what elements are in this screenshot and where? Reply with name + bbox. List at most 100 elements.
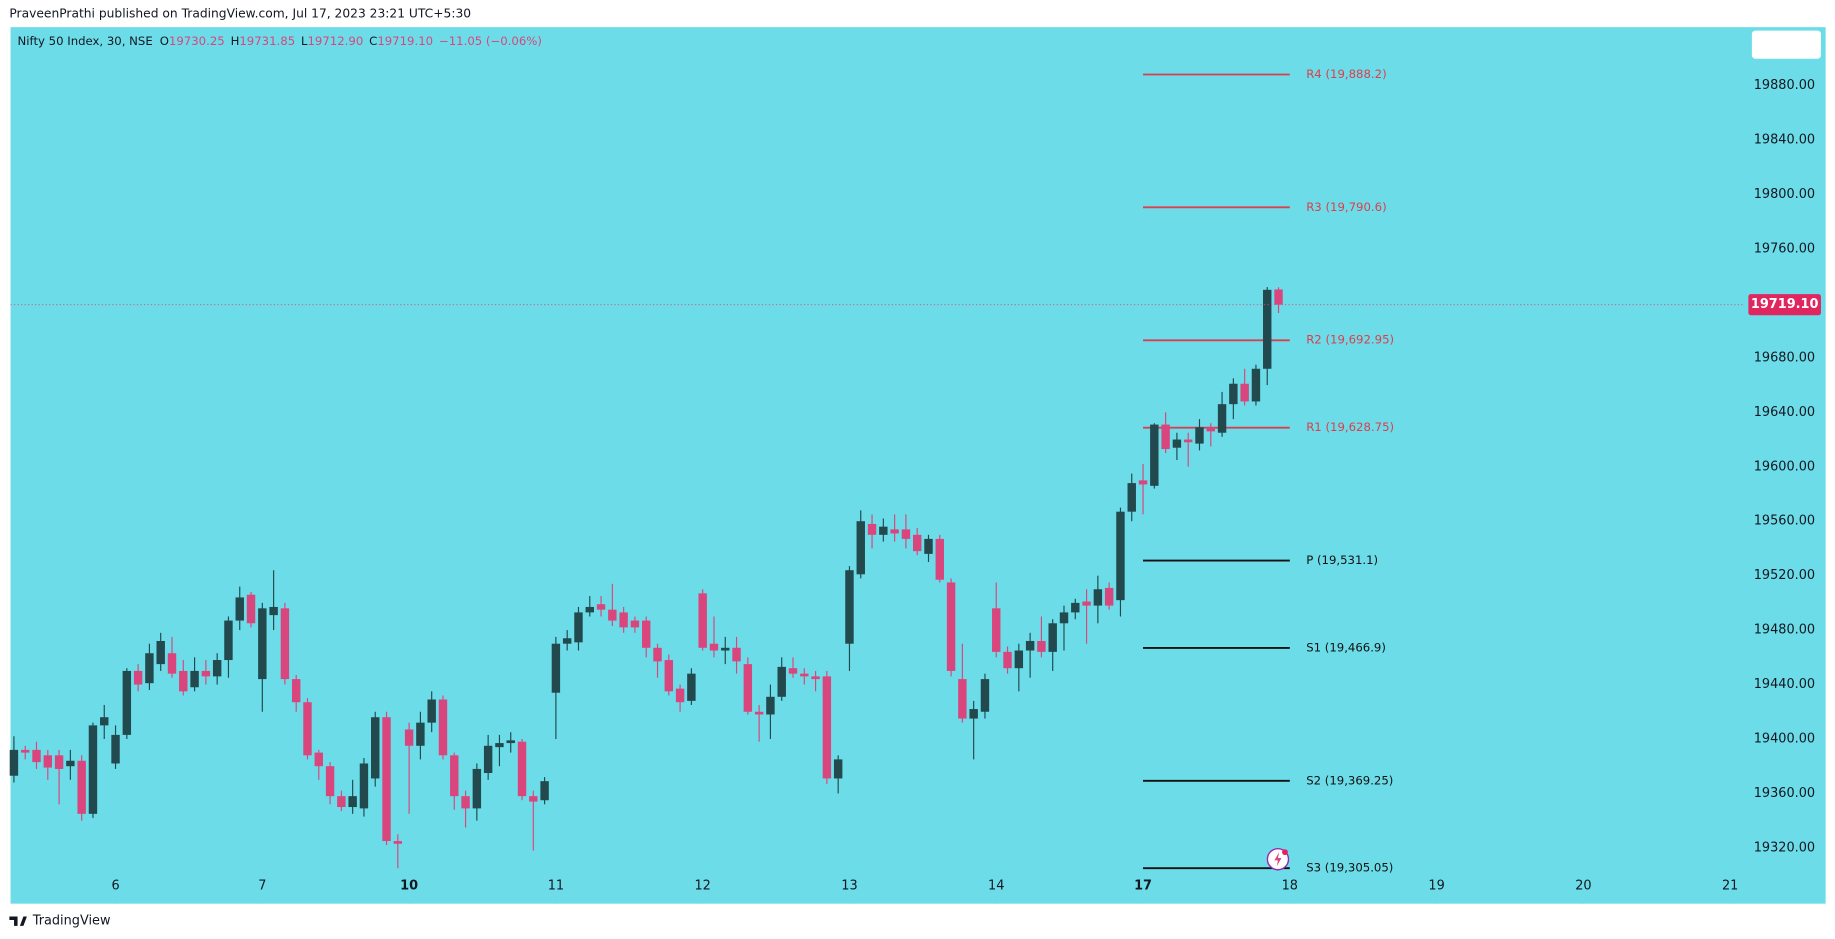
x-tick-label: 11 [548, 879, 564, 894]
candle-body [890, 529, 899, 534]
candle-body [393, 841, 403, 844]
y-tick-label: 19560.00 [1754, 514, 1815, 529]
candle-body [483, 745, 493, 774]
legend-key: L [301, 34, 308, 48]
pivot-label: R4 (19,888.2) [1306, 67, 1386, 81]
candle-body [100, 717, 109, 726]
candle-body [958, 679, 967, 719]
pivot-label: P (19,531.1) [1306, 553, 1378, 567]
candle-body [224, 620, 233, 661]
candle-body [246, 594, 256, 624]
legend: Nifty 50 Index, 30, NSE O19730.25 H19731.8… [18, 34, 542, 48]
x-tick-label: 19 [1428, 879, 1444, 894]
candle-body [630, 620, 640, 628]
candle-body [77, 760, 86, 814]
y-tick-label: 19360.00 [1754, 786, 1815, 801]
candle-body [946, 582, 956, 671]
y-tick-label: 19520.00 [1754, 568, 1815, 583]
candle-body [743, 664, 753, 712]
candle-body [1274, 289, 1283, 305]
candle-body [969, 709, 978, 719]
candle-body [404, 729, 414, 746]
y-tick-label: 19480.00 [1754, 623, 1815, 638]
candle-body [1104, 587, 1114, 606]
candle-body [1251, 368, 1261, 402]
candle-body [675, 688, 685, 703]
x-tick-label: 14 [988, 879, 1004, 894]
overlay-box [1751, 30, 1821, 59]
pivot-label: R3 (19,790.6) [1306, 200, 1386, 214]
candle-body [54, 755, 64, 769]
candle-body [1206, 427, 1215, 432]
candle-body [1183, 439, 1193, 443]
candle-body [122, 670, 132, 735]
x-tick-label: 21 [1722, 879, 1738, 894]
x-tick-label: 12 [694, 879, 710, 894]
last-price-box [1748, 294, 1821, 316]
candle-body [427, 699, 436, 723]
legend-value: 19712.90 [308, 34, 364, 48]
candle-body [1014, 650, 1024, 669]
candle-body [201, 670, 211, 677]
candle-body [721, 647, 730, 651]
candle-body [924, 538, 933, 554]
x-tick-label: 6 [111, 879, 119, 894]
candle-body [811, 676, 820, 680]
x-tick-label: 10 [400, 879, 418, 894]
candle-body [314, 752, 323, 767]
candle-body [1127, 483, 1136, 512]
event-icon-bolt [1274, 852, 1282, 867]
x-tick-label: 7 [258, 879, 266, 894]
y-tick-label: 19320.00 [1754, 840, 1815, 855]
legend-row: Nifty 50 Index, 30, NSE O19730.25 H19731.8… [18, 34, 542, 48]
candle-body [800, 673, 809, 677]
candle-body [551, 643, 561, 693]
candle-body [348, 796, 357, 808]
candle-body [1093, 589, 1103, 606]
candle-body [32, 749, 41, 763]
candle-body [416, 722, 425, 746]
candle-body [212, 660, 222, 677]
candle-body [619, 612, 628, 628]
candle-body [912, 534, 922, 552]
legend-change: −11.05 (−0.06%) [439, 34, 542, 48]
candle-body [540, 781, 549, 801]
candle-body [1229, 383, 1238, 405]
candle-body [585, 606, 594, 613]
candle-body [1138, 480, 1148, 485]
candle-body [777, 666, 786, 697]
candle-body [1195, 427, 1204, 444]
candle-body [450, 755, 459, 797]
candle-body [1150, 424, 1159, 486]
footer-logo: TradingView [9, 914, 110, 929]
candle-body [766, 696, 775, 715]
x-tick-label: 17 [1134, 879, 1152, 894]
legend-title: Nifty 50 Index, 30, NSE [18, 34, 153, 48]
y-tick-label: 19400.00 [1754, 731, 1815, 746]
candle-body [506, 740, 515, 744]
candle-body [788, 668, 798, 674]
candle-body [1003, 651, 1012, 669]
candle-body [1071, 602, 1080, 613]
candle-body [687, 673, 696, 701]
candle-body [1116, 511, 1125, 601]
candle-body [1263, 289, 1272, 369]
candle-body [1059, 612, 1069, 624]
candle-body [529, 796, 538, 802]
pivot-label: R2 (19,692.95) [1306, 333, 1394, 347]
candle-body [1217, 404, 1227, 433]
candle-body [845, 570, 854, 644]
x-tick-label: 13 [841, 879, 857, 894]
footer-text: TradingView [32, 914, 111, 929]
y-tick-label: 19600.00 [1754, 459, 1815, 474]
candle-body [291, 679, 301, 703]
candle-body [461, 796, 470, 809]
candle-body [88, 725, 98, 814]
candle-body [303, 702, 312, 756]
candle-body [1082, 601, 1091, 606]
y-tick-label: 19680.00 [1754, 350, 1815, 365]
y-tick-label: 19640.00 [1754, 405, 1815, 420]
pivot-label: S3 (19,305.05) [1306, 861, 1393, 875]
candle-body [992, 608, 1001, 652]
